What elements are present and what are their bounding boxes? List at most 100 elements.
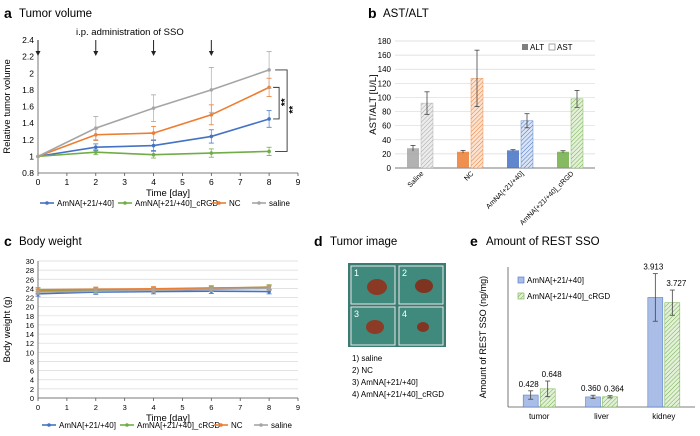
- x-tick-label: 5: [180, 177, 185, 187]
- data-point: [209, 287, 214, 292]
- photo-label-4: 4: [402, 309, 407, 319]
- x-axis-label: Time [day]: [146, 188, 190, 199]
- y-tick-label: 60: [382, 122, 391, 131]
- legend-label-alt: ALT: [530, 43, 544, 52]
- x-tick-label: 2: [93, 177, 98, 187]
- x-tick-label: 7: [238, 403, 242, 412]
- tumor-2: [415, 279, 433, 293]
- bar-alt: [507, 150, 519, 168]
- data-point: [36, 154, 40, 159]
- data-point: [267, 286, 271, 291]
- y-tick-label: 30: [26, 257, 34, 266]
- y-tick-label: 6: [30, 367, 34, 376]
- data-point: [93, 289, 98, 293]
- data-point: [151, 288, 156, 293]
- y-tick-label: 18: [26, 312, 34, 321]
- data-label: 3.913: [643, 263, 664, 272]
- tumor-image-panel: 1 2 3 4 1) saline 2) NC 3) AmNA[+21/+40]…: [348, 263, 446, 399]
- bar: [664, 302, 681, 408]
- data-label: 0.360: [581, 384, 602, 393]
- y-axis-label: AST/ALT [U/L]: [368, 74, 379, 134]
- legend-label: AmNA[+21/+40]: [57, 199, 114, 208]
- legend-swatch-ast: [548, 43, 556, 51]
- legend-label: AmNA[+21/+40]: [527, 276, 584, 285]
- data-point: [151, 143, 156, 148]
- x-tick-label: 5: [180, 403, 184, 412]
- data-point: [209, 88, 214, 92]
- y-tick-label: 100: [378, 93, 392, 102]
- x-tick-label: 3: [122, 177, 127, 187]
- bar-ast: [570, 98, 584, 169]
- y-tick-label: 16: [26, 321, 34, 330]
- y-tick-label: 14: [26, 330, 34, 339]
- legend-label: AmNA[+21/+40]_cRGD: [135, 199, 218, 208]
- legend-marker: [257, 201, 261, 205]
- y-tick-label: 10: [26, 348, 34, 357]
- chart-b: 0 20 40 60 80 100 120 140 160 180 AST/ALT [U/L] Sal…: [368, 37, 595, 227]
- x-tick-label: 8: [267, 403, 271, 412]
- legend-marker: [47, 423, 51, 427]
- legend-marker: [219, 423, 223, 427]
- y-tick-label: 8: [30, 357, 34, 366]
- y-tick-label: 20: [26, 303, 34, 312]
- y-tick-label: 1: [29, 151, 34, 161]
- tumor-4: [417, 322, 429, 332]
- legend-label: NC: [229, 199, 241, 208]
- panel-e-title: Amount of REST SSO: [486, 236, 600, 248]
- data-point: [267, 68, 271, 72]
- panel-c-letter: c: [4, 233, 12, 249]
- legend-swatch: [517, 276, 525, 284]
- x-axis-label: Time [day]: [146, 413, 190, 424]
- legend-label: saline: [269, 199, 290, 208]
- data-point: [151, 131, 156, 135]
- y-tick-label: 20: [382, 150, 391, 159]
- legend-label: AmNA[+21/+40]_cRGD: [527, 292, 610, 301]
- y-tick-label: 4: [30, 376, 34, 385]
- y-tick-label: 1.4: [22, 118, 34, 128]
- y-tick-label: 2.2: [22, 52, 34, 62]
- data-point: [209, 151, 214, 155]
- x-tick-label: 0: [36, 177, 41, 187]
- x-tick-label: 3: [123, 403, 127, 412]
- category-label: AmNA[+21/+40]: [485, 170, 525, 210]
- x-tick-label: 1: [65, 177, 70, 187]
- administration-arrowhead: [151, 51, 157, 56]
- legend-marker: [125, 423, 129, 427]
- x-tick-label: 8: [267, 177, 272, 187]
- category-label: liver: [594, 412, 609, 421]
- y-axis-label: Amount of REST SSO (ng/mg): [478, 276, 488, 398]
- category-label: tumor: [529, 412, 550, 421]
- bar: [602, 396, 618, 408]
- x-tick-label: 0: [36, 403, 40, 412]
- administration-arrowhead: [93, 51, 99, 56]
- panel-d-letter: d: [314, 233, 323, 249]
- panel-c-title: Body weight: [19, 236, 82, 248]
- category-label: Saline: [407, 170, 426, 189]
- data-label: 0.364: [604, 385, 625, 394]
- y-tick-label: 160: [378, 51, 392, 60]
- legend-label: saline: [271, 421, 292, 430]
- data-point: [93, 145, 98, 150]
- data-point: [267, 149, 271, 154]
- x-tick-label: 2: [94, 403, 98, 412]
- y-tick-label: 0: [387, 164, 392, 173]
- y-tick-label: 120: [378, 79, 392, 88]
- data-point: [151, 106, 156, 110]
- data-point: [93, 126, 98, 130]
- category-label: kidney: [652, 412, 675, 421]
- x-tick-label: 7: [238, 177, 243, 187]
- y-tick-label: 26: [26, 275, 34, 284]
- y-tick-label: 40: [382, 136, 391, 145]
- legend-swatch: [517, 292, 525, 300]
- data-point: [151, 152, 156, 157]
- category-label: NC: [463, 170, 475, 182]
- x-tick-label: 9: [296, 403, 300, 412]
- data-point: [209, 113, 214, 117]
- y-tick-label: 2: [29, 68, 34, 78]
- panel-b-letter: b: [368, 5, 377, 21]
- y-tick-label: 12: [26, 339, 34, 348]
- legend-label: AmNA[+21/+40]_cRGD: [137, 421, 220, 430]
- y-tick-label: 24: [26, 284, 34, 293]
